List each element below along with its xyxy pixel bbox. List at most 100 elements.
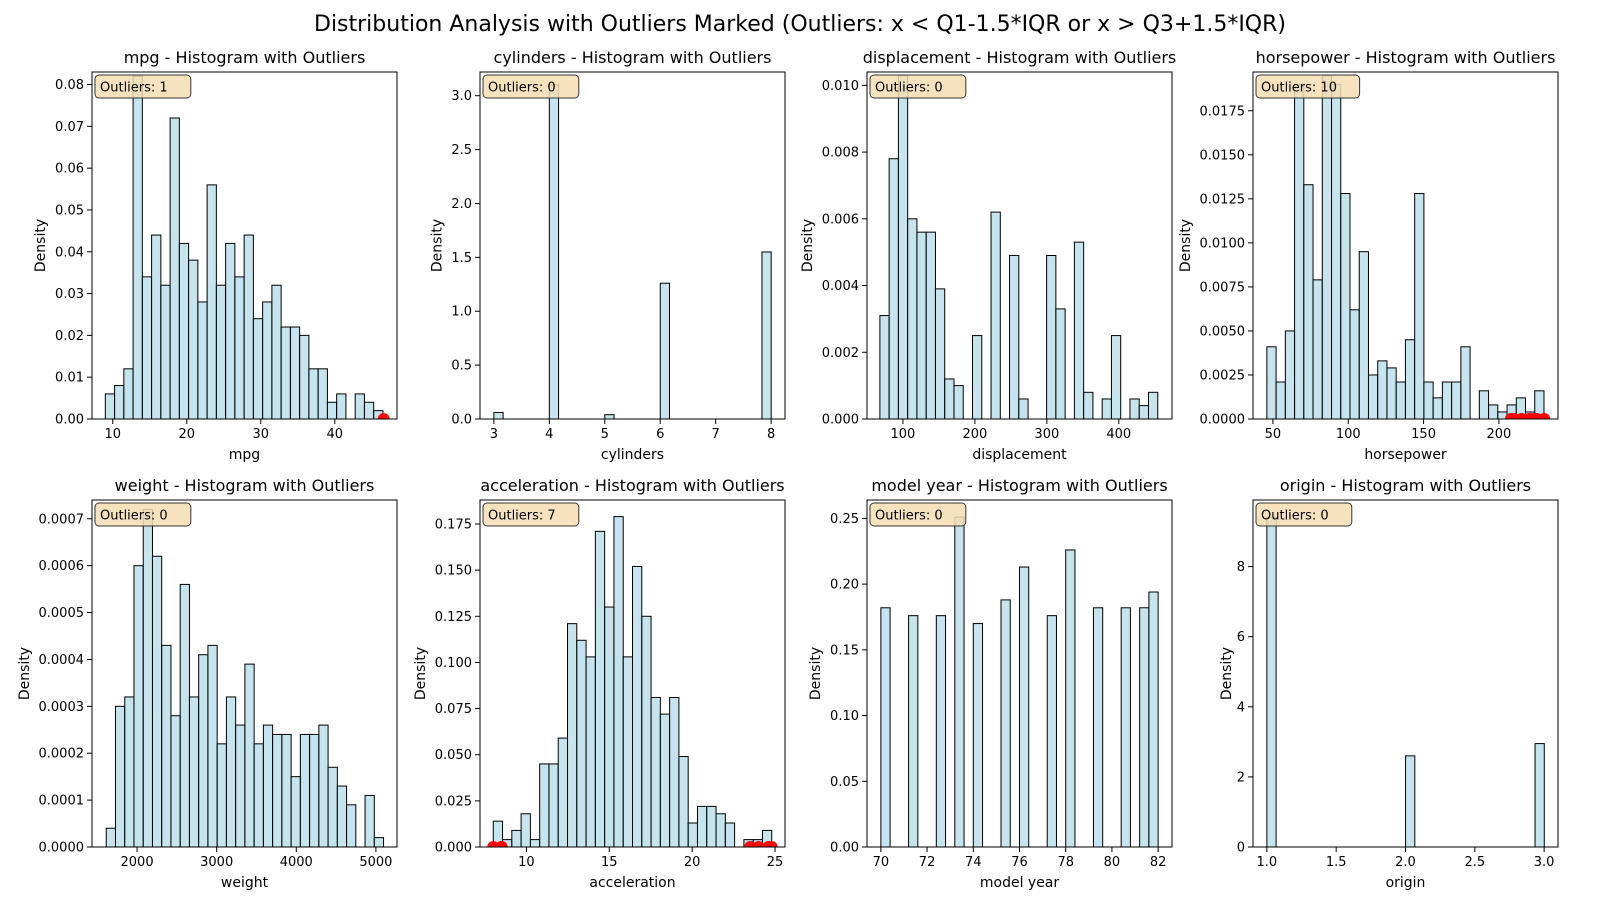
y-tick-label: 2 — [1237, 770, 1245, 785]
histogram-bar — [1488, 404, 1499, 419]
histogram-bar — [669, 696, 680, 847]
histogram-bar — [262, 301, 273, 419]
histogram-bar — [1000, 599, 1011, 847]
subplot-4: 50 100 150 200 0.0000 0.0025 0.0050 0.0075 0.010… — [1178, 48, 1559, 463]
subplot-title: horsepower - Histogram with Outliers — [1256, 48, 1556, 67]
y-tick-label: 0.0075 — [1200, 280, 1246, 295]
plot-frame — [866, 71, 1173, 420]
x-tick-label: 3.0 — [1534, 855, 1555, 870]
y-tick-label: 0.0175 — [1200, 104, 1246, 119]
outlier-point — [765, 841, 778, 847]
histogram-bar — [104, 393, 116, 419]
outlier-count-badge — [94, 502, 192, 527]
x-tick-label: 400 — [1106, 427, 1131, 442]
plot-frame — [479, 499, 786, 848]
histogram-bar — [990, 211, 1001, 419]
y-tick-label: 0.01 — [55, 371, 84, 386]
y-tick-label: 0 — [1237, 841, 1245, 856]
histogram-bar — [262, 724, 274, 847]
outlier-count-label: Outliers: 0 — [875, 509, 943, 524]
outlier-point — [752, 841, 765, 847]
histogram-bar — [123, 368, 134, 419]
subplot-7: 70 72 74 76 78 80 82 0.00 0.05 0.10 0.15 0.20 0.25 mo… — [808, 476, 1173, 891]
histogram-bar — [1055, 308, 1066, 419]
histogram-bar — [1147, 391, 1159, 419]
histogram-bar — [1340, 193, 1351, 419]
histogram-bars — [879, 74, 1159, 419]
histogram-bar — [1073, 241, 1085, 419]
outlier-count-label: Outliers: 0 — [100, 509, 168, 524]
histogram-bar — [934, 288, 946, 419]
histogram-bar — [1294, 83, 1305, 419]
histogram-bar — [1120, 607, 1131, 847]
histogram-bar — [234, 276, 245, 419]
x-tick-label: 76 — [1011, 855, 1028, 870]
histogram-bar — [567, 623, 578, 847]
histogram-bar — [529, 839, 541, 847]
histogram-bar — [557, 737, 569, 847]
outlier-count-badge — [869, 502, 967, 527]
histogram-bar — [225, 242, 236, 419]
figure-suptitle: Distribution Analysis with Outliers Mark… — [314, 12, 1286, 37]
histogram-bar — [520, 813, 531, 847]
y-tick-label: 0.15 — [830, 643, 859, 658]
x-tick-label: 25 — [767, 855, 784, 870]
subplot-title: weight - Histogram with Outliers — [115, 476, 375, 495]
histogram-bar — [253, 743, 264, 847]
histogram-bar — [114, 385, 125, 419]
histogram-bar — [271, 284, 282, 419]
histogram-bar — [1018, 398, 1029, 419]
histogram-bar — [244, 663, 255, 847]
subplot-title: mpg - Histogram with Outliers — [124, 48, 366, 67]
histogram-bar — [1266, 517, 1277, 847]
histogram-bar — [715, 813, 726, 847]
histogram-bar — [678, 756, 689, 847]
x-tick-label: 6 — [656, 427, 664, 442]
x-axis-label: displacement — [972, 447, 1067, 463]
x-tick-label: 100 — [890, 427, 915, 442]
histogram-bar — [944, 378, 955, 419]
plot-frame — [1252, 71, 1559, 420]
histogram-bar — [1092, 607, 1104, 847]
histogram-bars — [1266, 75, 1551, 419]
histogram-bar — [925, 231, 936, 419]
y-axis-label: Density — [33, 219, 49, 272]
histogram-bar — [1083, 391, 1094, 419]
histogram-bar — [133, 565, 144, 847]
histogram-bar — [318, 724, 329, 847]
histogram-bar — [1139, 607, 1150, 847]
histogram-bars — [880, 516, 1159, 847]
histogram-bar — [761, 251, 772, 419]
y-tick-label: 0.0005 — [39, 606, 85, 621]
y-tick-label: 0.0002 — [39, 747, 85, 762]
x-tick-label: 5 — [601, 427, 609, 442]
x-tick-label: 72 — [919, 855, 936, 870]
histogram-bar — [290, 776, 301, 847]
histogram-bar — [1101, 398, 1112, 419]
histogram-bar — [1019, 566, 1030, 847]
histogram-bar — [576, 639, 587, 847]
outlier-count-badge — [1255, 74, 1361, 99]
histogram-bar — [1405, 755, 1416, 847]
histogram-bar — [1386, 367, 1397, 419]
histogram-bar — [972, 335, 983, 419]
histogram-bars — [1266, 517, 1545, 847]
histogram-bar — [1009, 255, 1020, 419]
histogram-bar — [169, 117, 180, 419]
histogram-bar — [641, 615, 652, 847]
y-tick-label: 0.175 — [435, 517, 472, 532]
y-tick-label: 0.06 — [55, 162, 84, 177]
histogram-bar — [1046, 255, 1057, 419]
x-tick-label: 82 — [1150, 855, 1167, 870]
histogram-bar — [880, 607, 891, 847]
subplot-title: displacement - Histogram with Outliers — [863, 48, 1177, 67]
histogram-bar — [151, 234, 162, 419]
x-tick-label: 200 — [962, 427, 987, 442]
histogram-bar — [1377, 360, 1388, 419]
histogram-bar — [1515, 397, 1527, 419]
y-tick-label: 0.0125 — [1200, 192, 1246, 207]
histogram-bar — [511, 829, 522, 847]
x-axis-label: mpg — [229, 447, 260, 463]
x-axis-label: weight — [221, 875, 269, 891]
x-tick-label: 2.0 — [1395, 855, 1416, 870]
